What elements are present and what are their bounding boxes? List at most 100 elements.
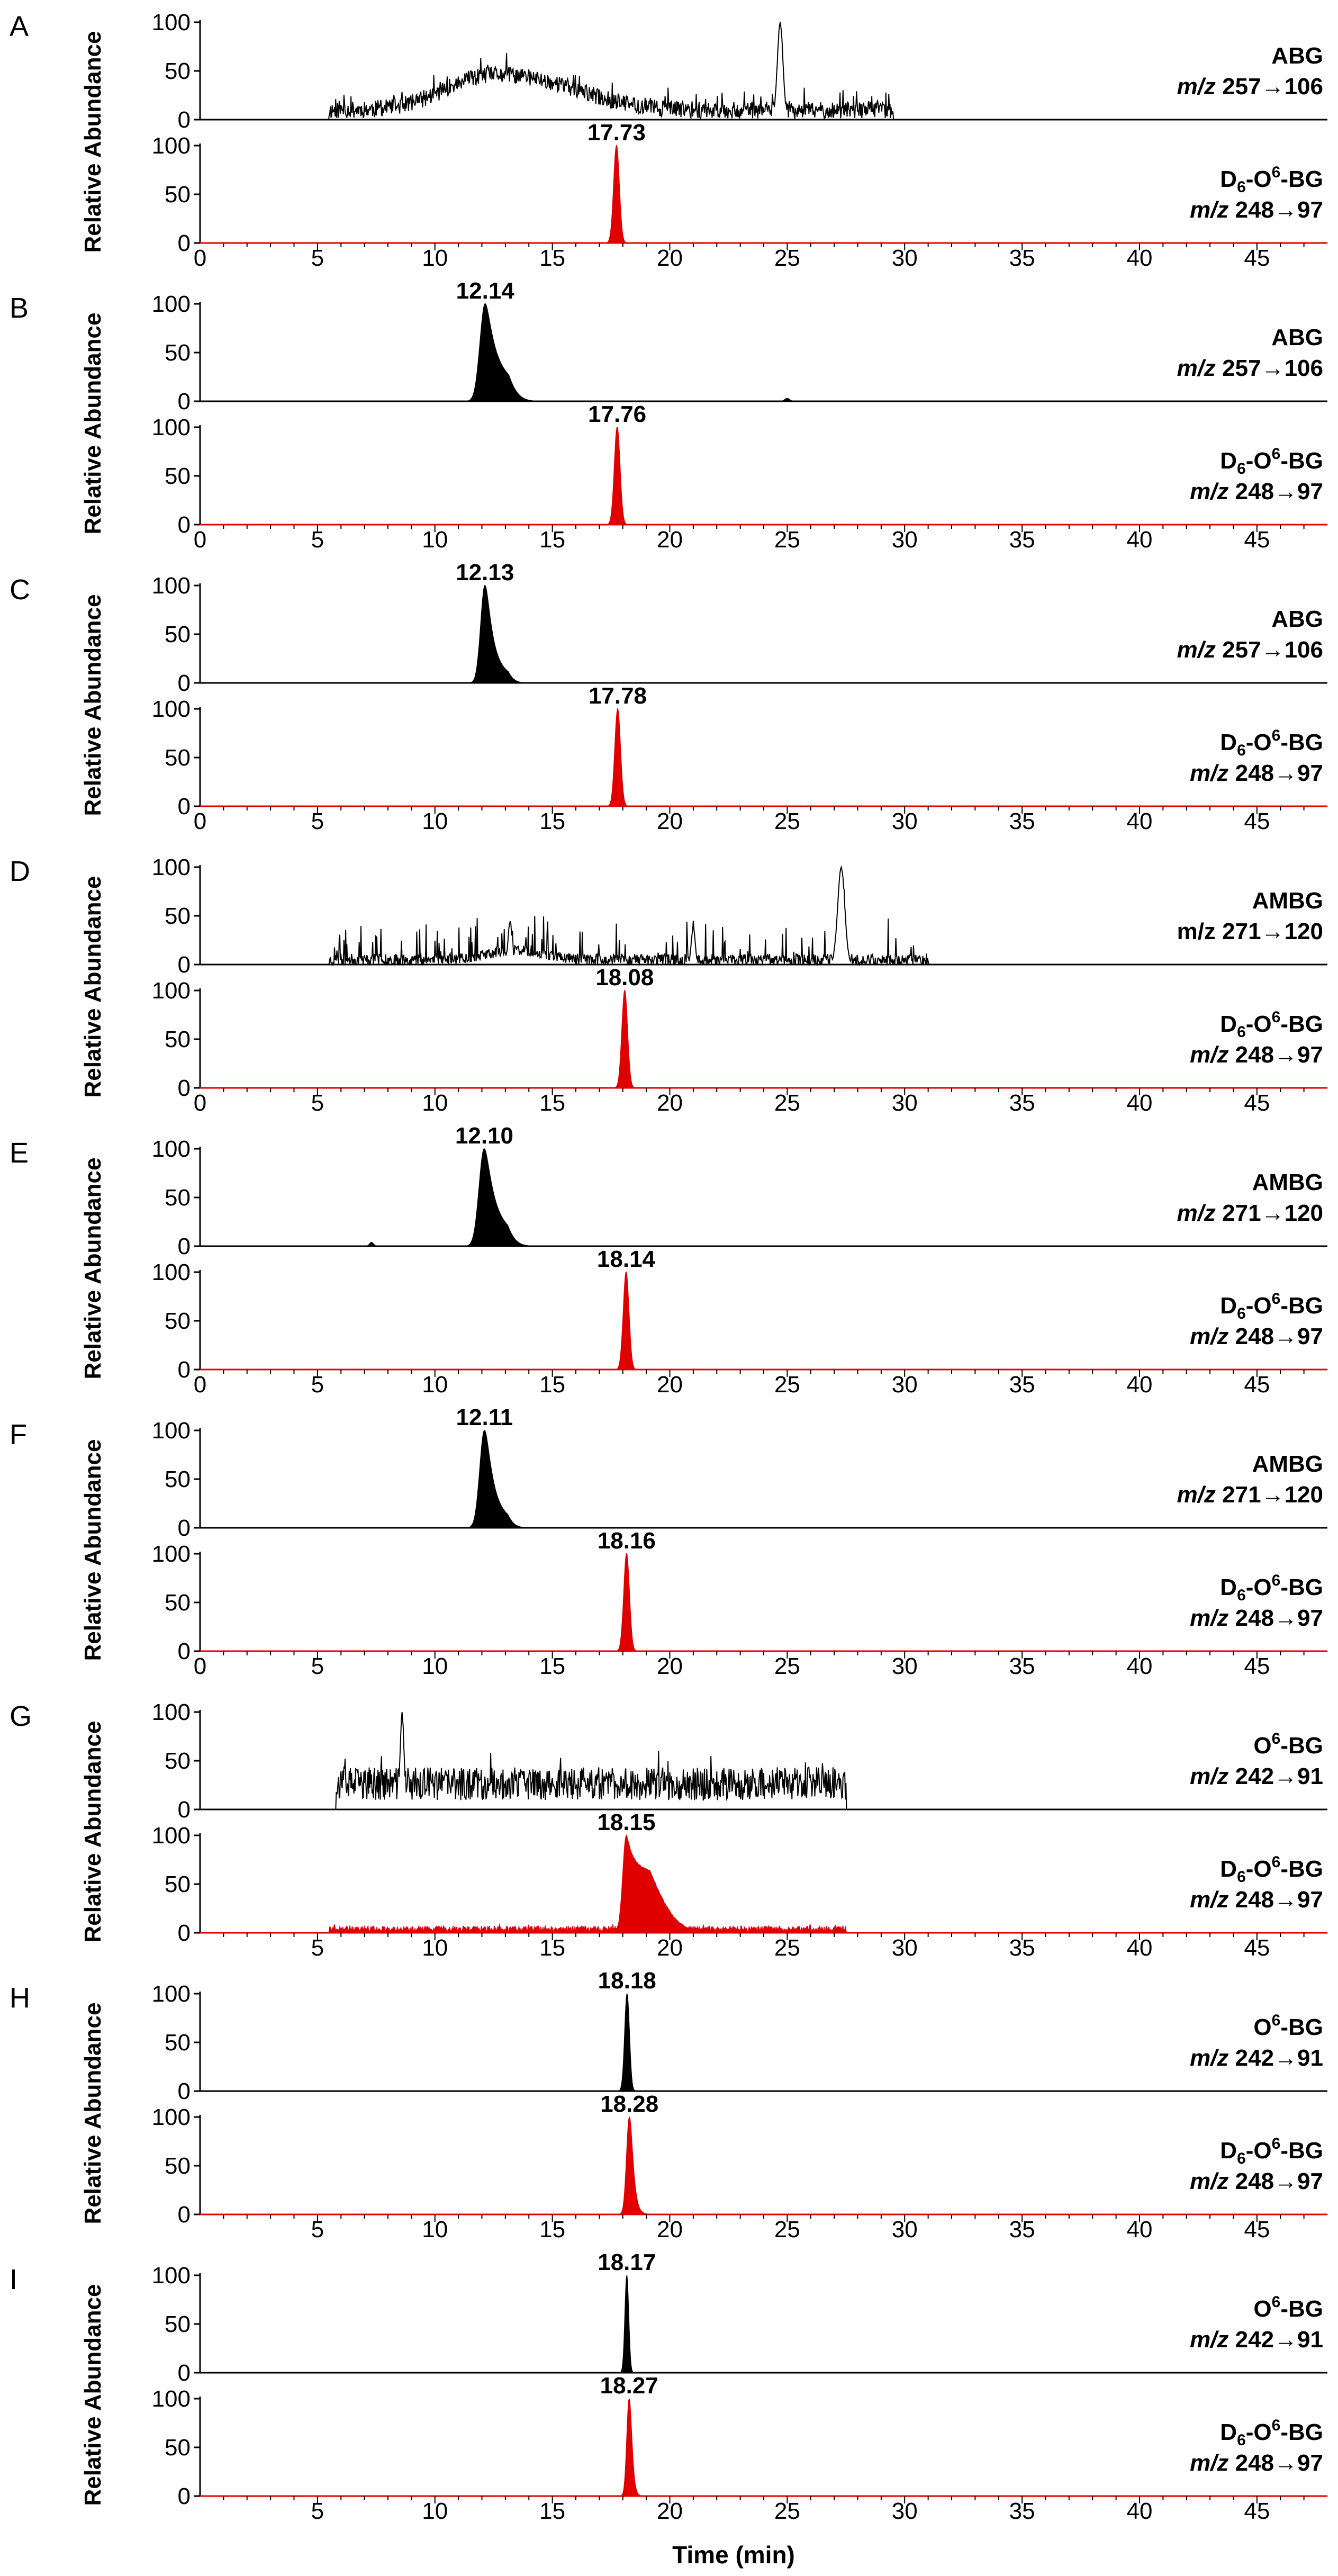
x-tick-label: 40 [1127, 1653, 1153, 1679]
y-tick-label: 50 [165, 2153, 191, 2179]
x-tick-label: 15 [539, 245, 565, 271]
x-tick-label: 0 [194, 245, 206, 271]
mz-transition: m/z 248→97 [1190, 479, 1323, 505]
y-axis-label: Relative Abundance [80, 1721, 106, 1943]
peak-rt-label: 12.13 [456, 560, 514, 586]
compound-name: O6-BG [1253, 2293, 1323, 2322]
compound-name: ABG [1271, 43, 1323, 69]
y-tick-label: 0 [178, 1797, 191, 1823]
y-tick-label: 0 [178, 1638, 191, 1664]
x-tick-label: 10 [422, 1090, 448, 1116]
compound-name: ABG [1271, 325, 1323, 350]
chromatogram-peak-h-0 [200, 1993, 1327, 2092]
y-tick-label: 100 [152, 1418, 191, 1444]
y-axis-label: Relative Abundance [80, 313, 106, 535]
x-tick-label: 15 [539, 808, 565, 834]
chromatogram-peak-b-1 [200, 426, 1327, 525]
x-tick-label: 25 [774, 1653, 800, 1679]
chromatogram-trace-g-0 [200, 1712, 1327, 1810]
y-tick-label: 100 [152, 2104, 191, 2130]
chromatogram-peak-g-1 [200, 1834, 1327, 1933]
x-tick-label: 40 [1127, 1372, 1153, 1398]
x-tick-label: 20 [657, 1372, 683, 1398]
x-tick-label: 5 [311, 2217, 324, 2242]
y-tick-label: 100 [152, 291, 191, 317]
x-tick-label: 25 [774, 527, 800, 553]
compound-name: D6-O6-BG [1220, 445, 1323, 478]
y-axis-label: Relative Abundance [80, 595, 106, 816]
y-tick-label: 0 [178, 389, 191, 415]
x-tick-label: 10 [422, 1935, 448, 1961]
x-tick-label: 35 [1009, 1090, 1035, 1116]
mz-transition: m/z 242→91 [1190, 2327, 1323, 2353]
peak-rt-label: 18.15 [597, 1809, 655, 1835]
y-tick-label: 50 [165, 340, 191, 366]
x-tick-label: 0 [194, 1653, 206, 1679]
x-tick-label: 45 [1244, 1653, 1270, 1679]
peak-rt-label: 12.10 [455, 1123, 513, 1149]
y-axis-label: Relative Abundance [80, 2003, 106, 2224]
x-tick-label: 30 [892, 1935, 918, 1961]
x-tick-label: 40 [1127, 2217, 1153, 2242]
x-tick-label: 45 [1244, 2498, 1270, 2524]
y-tick-label: 50 [165, 903, 191, 929]
x-tick-label: 15 [539, 1935, 565, 1961]
x-tick-label: 30 [892, 2217, 918, 2242]
compound-name: O6-BG [1253, 1730, 1323, 1759]
x-tick-label: 40 [1127, 1090, 1153, 1116]
x-tick-label: 20 [657, 1935, 683, 1961]
y-tick-label: 0 [178, 1920, 191, 1946]
mz-transition: m/z 248→97 [1190, 2450, 1323, 2476]
y-tick-label: 0 [178, 670, 191, 696]
mz-transition: m/z 248→97 [1190, 2168, 1323, 2194]
x-tick-label: 35 [1009, 245, 1035, 271]
y-axis-label: Relative Abundance [80, 1158, 106, 1380]
chromatogram-trace-d-0 [200, 865, 1327, 967]
x-tick-label: 20 [657, 1653, 683, 1679]
mz-transition: m/z 248→97 [1190, 197, 1323, 223]
chromatogram-peak-h-1 [200, 2115, 1327, 2215]
x-tick-label: 25 [774, 245, 800, 271]
mz-transition: m/z 248→97 [1190, 1323, 1323, 1349]
x-tick-label: 10 [422, 2217, 448, 2242]
y-tick-label: 50 [165, 622, 191, 647]
mz-transition: m/z 248→97 [1190, 1605, 1323, 1631]
x-tick-label: 45 [1244, 245, 1270, 271]
peak-rt-label: 17.73 [587, 120, 646, 146]
panel-letter: G [10, 1700, 32, 1732]
compound-name: D6-O6-BG [1220, 1290, 1323, 1322]
x-tick-label: 20 [657, 245, 683, 271]
x-tick-label: 35 [1009, 2498, 1035, 2524]
x-tick-label: 35 [1009, 2217, 1035, 2242]
x-tick-label: 40 [1127, 245, 1153, 271]
y-tick-label: 100 [152, 696, 191, 722]
x-tick-label: 15 [539, 2217, 565, 2242]
y-tick-label: 50 [165, 745, 191, 771]
y-tick-label: 100 [152, 1699, 191, 1725]
x-tick-label: 35 [1009, 527, 1035, 553]
x-tick-label: 25 [774, 2498, 800, 2524]
mz-transition: m/z 257→106 [1177, 74, 1323, 100]
compound-name: D6-O6-BG [1220, 1008, 1323, 1041]
y-tick-label: 0 [178, 2360, 191, 2386]
peak-rt-label: 18.16 [598, 1528, 656, 1554]
compound-name: D6-O6-BG [1220, 164, 1323, 196]
x-tick-label: 10 [422, 527, 448, 553]
y-tick-label: 0 [178, 794, 191, 819]
panel-letter: A [10, 11, 29, 42]
x-tick-label: 20 [657, 2498, 683, 2524]
compound-name: D6-O6-BG [1220, 2135, 1323, 2167]
x-tick-label: 20 [657, 2217, 683, 2242]
panel-letter: C [10, 574, 30, 606]
x-tick-label: 40 [1127, 527, 1153, 553]
x-tick-label: 15 [539, 1090, 565, 1116]
y-tick-label: 50 [165, 58, 191, 84]
x-tick-label: 25 [774, 1372, 800, 1398]
x-tick-label: 15 [539, 527, 565, 553]
